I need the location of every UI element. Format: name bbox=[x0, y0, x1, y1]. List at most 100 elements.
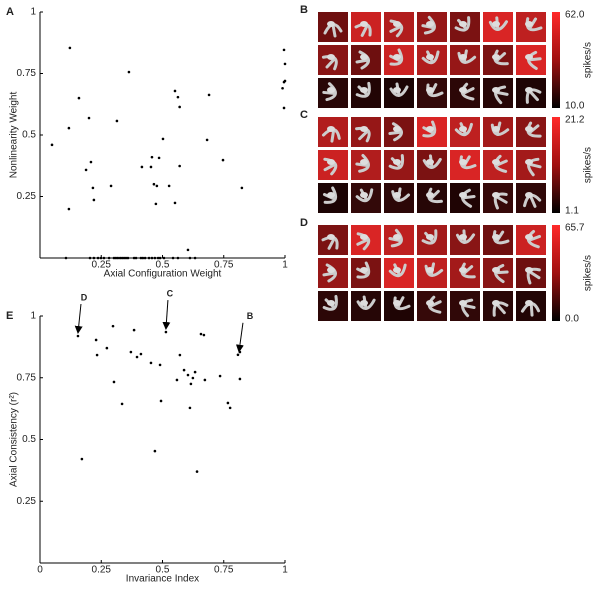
stimulus-image bbox=[417, 150, 447, 180]
colorbar-max: 21.2 bbox=[565, 115, 585, 126]
point bbox=[154, 202, 158, 206]
point bbox=[67, 207, 71, 211]
stimulus-shape bbox=[427, 295, 442, 314]
point bbox=[92, 198, 96, 202]
point bbox=[175, 378, 179, 382]
stimulus-image bbox=[516, 45, 546, 75]
stimulus-image bbox=[384, 117, 414, 147]
panel-label: B bbox=[300, 4, 308, 16]
stimulus-image bbox=[516, 183, 546, 213]
point bbox=[182, 368, 186, 372]
stimulus-image bbox=[516, 150, 546, 180]
stimulus-shape bbox=[389, 19, 404, 38]
point bbox=[94, 338, 98, 342]
stimulus-shape bbox=[388, 122, 403, 142]
stimulus-image bbox=[384, 78, 414, 108]
point bbox=[132, 328, 136, 332]
stimulus-image bbox=[516, 12, 546, 42]
stimulus-blob bbox=[459, 234, 467, 240]
stimulus-blob bbox=[525, 192, 533, 198]
stimulus-image bbox=[483, 183, 513, 213]
point bbox=[122, 256, 126, 260]
stimulus-blob bbox=[492, 54, 500, 60]
colorbar-min: 1.1 bbox=[565, 206, 579, 217]
x-axis-label: Axial Configuration Weight bbox=[104, 269, 222, 280]
stimulus-image bbox=[450, 117, 480, 147]
point bbox=[221, 158, 225, 162]
point bbox=[283, 79, 287, 83]
point bbox=[77, 96, 81, 100]
stimulus-image bbox=[483, 12, 513, 42]
stimulus-image bbox=[351, 78, 381, 108]
point bbox=[157, 156, 161, 160]
colorbar-unit: spikes/s bbox=[583, 255, 594, 291]
stimulus-blob bbox=[426, 300, 434, 306]
stimulus-blob bbox=[360, 21, 368, 27]
point bbox=[178, 105, 181, 109]
stimulus-blob bbox=[327, 126, 335, 132]
stimulus-blob bbox=[360, 159, 368, 165]
stimulus-image bbox=[483, 258, 513, 288]
stimulus-shape bbox=[322, 82, 337, 102]
stimulus-image bbox=[384, 258, 414, 288]
stimulus-blob bbox=[459, 192, 467, 198]
stimulus-image bbox=[417, 78, 447, 108]
panel-label: C bbox=[300, 109, 308, 121]
stimulus-image bbox=[516, 225, 546, 255]
stimulus-blob bbox=[459, 126, 467, 132]
stimulus-blob bbox=[426, 267, 434, 273]
stimulus-image bbox=[351, 291, 381, 321]
point bbox=[226, 401, 230, 405]
colorbar-min: 10.0 bbox=[565, 101, 585, 112]
point bbox=[80, 457, 84, 461]
x-tick-label: 0.5 bbox=[156, 565, 170, 576]
point bbox=[126, 256, 130, 260]
stimulus-image bbox=[516, 117, 546, 147]
stimulus-shape bbox=[526, 121, 542, 138]
stimulus-blob bbox=[525, 126, 533, 132]
stimulus-blob bbox=[360, 300, 368, 306]
stimulus-blob bbox=[393, 192, 401, 198]
stimulus-shape bbox=[427, 187, 443, 204]
stimulus-blob bbox=[426, 87, 434, 93]
stimulus-blob bbox=[459, 21, 467, 27]
stimulus-image bbox=[483, 225, 513, 255]
point bbox=[240, 186, 244, 190]
point bbox=[178, 164, 181, 168]
stimulus-blob bbox=[525, 234, 533, 240]
point bbox=[139, 352, 143, 356]
y-tick-label: 1 bbox=[30, 311, 36, 322]
point bbox=[189, 382, 193, 386]
stimulus-blob bbox=[360, 54, 368, 60]
point bbox=[282, 106, 286, 110]
point bbox=[135, 355, 139, 359]
stimulus-shape bbox=[460, 262, 476, 279]
stimulus-blob bbox=[426, 192, 434, 198]
stimulus-blob bbox=[525, 87, 533, 93]
stimulus-blob bbox=[492, 192, 500, 198]
stimulus-image bbox=[318, 225, 348, 255]
point bbox=[161, 137, 165, 141]
annotation: B bbox=[247, 311, 254, 321]
point bbox=[281, 86, 284, 90]
point bbox=[207, 93, 211, 97]
point bbox=[102, 256, 106, 260]
point bbox=[193, 256, 197, 260]
stimulus-image bbox=[384, 12, 414, 42]
point bbox=[202, 333, 206, 337]
stimulus-image bbox=[516, 258, 546, 288]
stimulus-shape bbox=[323, 157, 338, 176]
x-tick-label: 0 bbox=[37, 565, 43, 576]
point bbox=[99, 256, 103, 260]
colorbar bbox=[552, 225, 560, 321]
point bbox=[282, 48, 286, 52]
y-tick-label: 1 bbox=[30, 7, 36, 18]
point bbox=[96, 256, 100, 260]
stimulus-image bbox=[384, 183, 414, 213]
stimulus-blob bbox=[426, 126, 434, 132]
stimulus-image bbox=[384, 291, 414, 321]
point bbox=[141, 256, 145, 260]
point bbox=[89, 160, 93, 164]
colorbar-unit: spikes/s bbox=[583, 42, 594, 78]
annotation-arrow bbox=[235, 322, 244, 353]
